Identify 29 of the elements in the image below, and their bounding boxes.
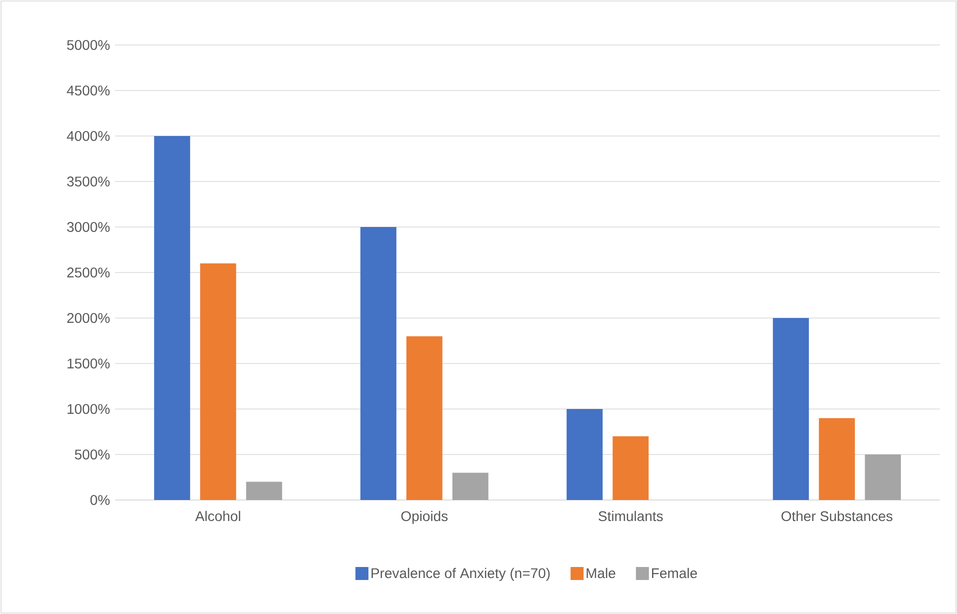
x-tick-label: Opioids <box>401 510 448 524</box>
bar <box>154 136 190 500</box>
y-tick-label: 0% <box>90 495 110 505</box>
y-tick-label: 3000% <box>67 222 110 232</box>
y-tick-label: 4500% <box>66 86 110 96</box>
legend-label: Female <box>652 568 697 578</box>
x-tick-label: Other Substances <box>782 510 892 522</box>
bar <box>612 436 649 500</box>
bar <box>246 482 282 500</box>
bar <box>818 418 855 500</box>
bar <box>200 263 236 500</box>
bar <box>566 409 603 500</box>
y-tick-label: 4000% <box>66 131 110 141</box>
y-tick-label: 1000% <box>68 404 110 414</box>
y-tick-label: 3500% <box>67 176 110 186</box>
y-tick-label: 2500% <box>67 268 110 278</box>
y-tick-label: 1500% <box>68 358 110 368</box>
y-tick-label: 500% <box>74 450 110 460</box>
x-tick-label: Stimulants <box>598 510 663 522</box>
bar <box>360 227 396 500</box>
bar <box>406 336 442 500</box>
y-tick-label: 2000% <box>67 313 110 323</box>
bar <box>772 318 809 500</box>
legend-label: Prevalence of Anxiety (n=70) <box>372 568 550 581</box>
bar <box>864 454 901 500</box>
y-tick-label: 5000% <box>67 40 110 50</box>
bar <box>452 472 488 500</box>
legend-label: Male <box>586 568 616 578</box>
x-tick-label: Alcohol <box>195 510 240 522</box>
